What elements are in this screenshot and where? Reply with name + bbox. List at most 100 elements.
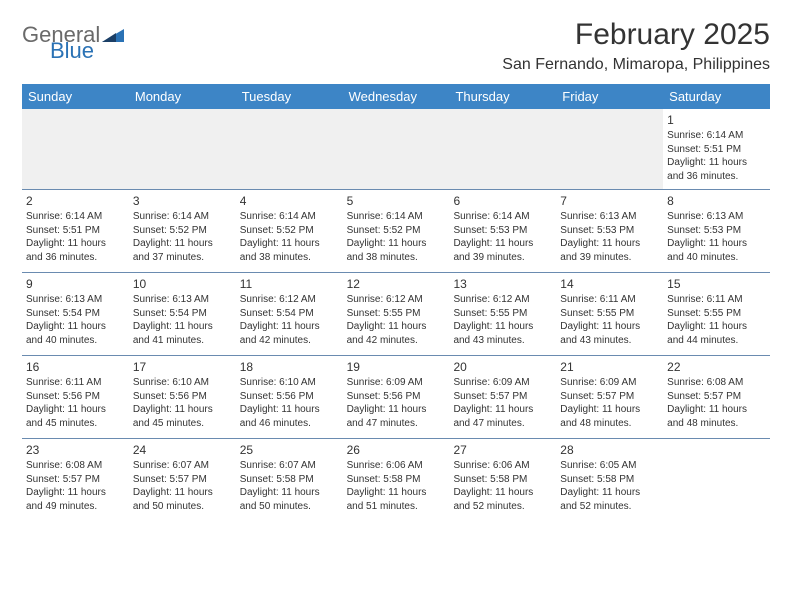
- info-sunset: Sunset: 5:57 PM: [453, 390, 552, 404]
- dayname-wed: Wednesday: [343, 84, 450, 109]
- info-day1: Daylight: 11 hours: [560, 403, 659, 417]
- info-sunrise: Sunrise: 6:14 AM: [133, 210, 232, 224]
- info-sunrise: Sunrise: 6:05 AM: [560, 459, 659, 473]
- info-sunset: Sunset: 5:53 PM: [667, 224, 766, 238]
- info-sunrise: Sunrise: 6:14 AM: [667, 129, 766, 143]
- info-sunrise: Sunrise: 6:10 AM: [133, 376, 232, 390]
- info-day2: and 43 minutes.: [560, 334, 659, 348]
- info-day2: and 52 minutes.: [453, 500, 552, 514]
- day-number: 9: [26, 276, 125, 292]
- info-day1: Daylight: 11 hours: [347, 486, 446, 500]
- day-cell: [22, 109, 129, 189]
- info-sunrise: Sunrise: 6:14 AM: [347, 210, 446, 224]
- info-day1: Daylight: 11 hours: [560, 486, 659, 500]
- info-sunrise: Sunrise: 6:07 AM: [240, 459, 339, 473]
- week-row: 2Sunrise: 6:14 AMSunset: 5:51 PMDaylight…: [22, 190, 770, 273]
- day-number: 1: [667, 112, 766, 128]
- info-sunrise: Sunrise: 6:13 AM: [560, 210, 659, 224]
- day-header-row: Sunday Monday Tuesday Wednesday Thursday…: [22, 84, 770, 109]
- info-day2: and 37 minutes.: [133, 251, 232, 265]
- weeks-container: 1Sunrise: 6:14 AMSunset: 5:51 PMDaylight…: [22, 109, 770, 521]
- logo: General Blue: [22, 24, 124, 62]
- day-cell: 13Sunrise: 6:12 AMSunset: 5:55 PMDayligh…: [449, 273, 556, 355]
- day-number: 25: [240, 442, 339, 458]
- info-day1: Daylight: 11 hours: [240, 237, 339, 251]
- info-day2: and 45 minutes.: [133, 417, 232, 431]
- day-number: 6: [453, 193, 552, 209]
- day-cell: [556, 109, 663, 189]
- info-day1: Daylight: 11 hours: [240, 320, 339, 334]
- info-day2: and 44 minutes.: [667, 334, 766, 348]
- info-sunrise: Sunrise: 6:14 AM: [26, 210, 125, 224]
- week-row: 23Sunrise: 6:08 AMSunset: 5:57 PMDayligh…: [22, 439, 770, 521]
- day-cell: 12Sunrise: 6:12 AMSunset: 5:55 PMDayligh…: [343, 273, 450, 355]
- info-sunset: Sunset: 5:57 PM: [667, 390, 766, 404]
- day-cell: 20Sunrise: 6:09 AMSunset: 5:57 PMDayligh…: [449, 356, 556, 438]
- info-sunrise: Sunrise: 6:13 AM: [667, 210, 766, 224]
- day-number: 10: [133, 276, 232, 292]
- info-sunset: Sunset: 5:52 PM: [240, 224, 339, 238]
- header: General Blue February 2025 San Fernando,…: [22, 18, 770, 74]
- day-number: 3: [133, 193, 232, 209]
- info-day2: and 51 minutes.: [347, 500, 446, 514]
- info-sunset: Sunset: 5:53 PM: [560, 224, 659, 238]
- info-day1: Daylight: 11 hours: [347, 237, 446, 251]
- info-sunset: Sunset: 5:54 PM: [26, 307, 125, 321]
- info-day2: and 43 minutes.: [453, 334, 552, 348]
- info-day2: and 48 minutes.: [560, 417, 659, 431]
- day-cell: 27Sunrise: 6:06 AMSunset: 5:58 PMDayligh…: [449, 439, 556, 521]
- info-day2: and 52 minutes.: [560, 500, 659, 514]
- info-day2: and 36 minutes.: [26, 251, 125, 265]
- calendar: Sunday Monday Tuesday Wednesday Thursday…: [22, 84, 770, 521]
- info-sunset: Sunset: 5:56 PM: [26, 390, 125, 404]
- info-day1: Daylight: 11 hours: [347, 403, 446, 417]
- day-cell: 25Sunrise: 6:07 AMSunset: 5:58 PMDayligh…: [236, 439, 343, 521]
- day-cell: [343, 109, 450, 189]
- info-day2: and 38 minutes.: [240, 251, 339, 265]
- day-cell: 8Sunrise: 6:13 AMSunset: 5:53 PMDaylight…: [663, 190, 770, 272]
- info-day1: Daylight: 11 hours: [26, 320, 125, 334]
- info-sunset: Sunset: 5:55 PM: [453, 307, 552, 321]
- info-sunset: Sunset: 5:52 PM: [347, 224, 446, 238]
- dayname-tue: Tuesday: [236, 84, 343, 109]
- day-cell: 4Sunrise: 6:14 AMSunset: 5:52 PMDaylight…: [236, 190, 343, 272]
- day-cell: 19Sunrise: 6:09 AMSunset: 5:56 PMDayligh…: [343, 356, 450, 438]
- day-cell: 21Sunrise: 6:09 AMSunset: 5:57 PMDayligh…: [556, 356, 663, 438]
- info-day1: Daylight: 11 hours: [453, 320, 552, 334]
- info-sunset: Sunset: 5:58 PM: [240, 473, 339, 487]
- week-row: 16Sunrise: 6:11 AMSunset: 5:56 PMDayligh…: [22, 356, 770, 439]
- info-sunrise: Sunrise: 6:13 AM: [133, 293, 232, 307]
- day-number: 13: [453, 276, 552, 292]
- info-day1: Daylight: 11 hours: [667, 237, 766, 251]
- info-day1: Daylight: 11 hours: [453, 403, 552, 417]
- info-sunset: Sunset: 5:56 PM: [133, 390, 232, 404]
- day-cell: 24Sunrise: 6:07 AMSunset: 5:57 PMDayligh…: [129, 439, 236, 521]
- info-day2: and 47 minutes.: [347, 417, 446, 431]
- info-day1: Daylight: 11 hours: [667, 320, 766, 334]
- day-cell: 22Sunrise: 6:08 AMSunset: 5:57 PMDayligh…: [663, 356, 770, 438]
- info-sunrise: Sunrise: 6:12 AM: [240, 293, 339, 307]
- day-cell: 5Sunrise: 6:14 AMSunset: 5:52 PMDaylight…: [343, 190, 450, 272]
- info-sunrise: Sunrise: 6:14 AM: [453, 210, 552, 224]
- info-sunset: Sunset: 5:54 PM: [133, 307, 232, 321]
- info-sunset: Sunset: 5:57 PM: [560, 390, 659, 404]
- info-sunset: Sunset: 5:58 PM: [347, 473, 446, 487]
- info-day1: Daylight: 11 hours: [26, 403, 125, 417]
- info-sunset: Sunset: 5:57 PM: [26, 473, 125, 487]
- day-number: 8: [667, 193, 766, 209]
- info-sunrise: Sunrise: 6:13 AM: [26, 293, 125, 307]
- day-number: 11: [240, 276, 339, 292]
- info-sunset: Sunset: 5:54 PM: [240, 307, 339, 321]
- day-number: 23: [26, 442, 125, 458]
- info-day2: and 45 minutes.: [26, 417, 125, 431]
- day-number: 15: [667, 276, 766, 292]
- day-cell: 15Sunrise: 6:11 AMSunset: 5:55 PMDayligh…: [663, 273, 770, 355]
- info-sunrise: Sunrise: 6:11 AM: [667, 293, 766, 307]
- info-day1: Daylight: 11 hours: [26, 486, 125, 500]
- month-title: February 2025: [502, 18, 770, 52]
- day-cell: 18Sunrise: 6:10 AMSunset: 5:56 PMDayligh…: [236, 356, 343, 438]
- day-number: 5: [347, 193, 446, 209]
- day-number: 7: [560, 193, 659, 209]
- info-sunset: Sunset: 5:52 PM: [133, 224, 232, 238]
- info-sunset: Sunset: 5:51 PM: [26, 224, 125, 238]
